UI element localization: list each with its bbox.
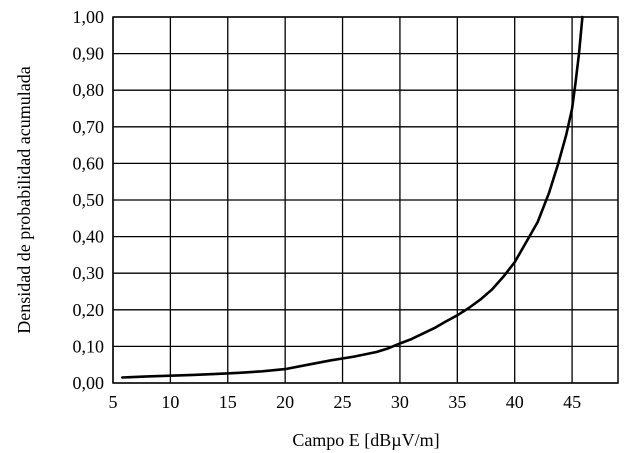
x-tick-label: 30 [391,392,409,412]
y-tick-label: 0,60 [73,153,105,173]
x-tick-label: 20 [276,392,294,412]
y-axis-title: Densidad de probabilidad acumulada [14,66,34,333]
x-tick-label: 45 [563,392,581,412]
series-layer [120,15,584,379]
y-tick-label: 0,80 [73,80,105,100]
x-tick-label: 10 [161,392,179,412]
x-tick-label: 5 [109,392,118,412]
x-tick-label: 25 [334,392,352,412]
y-tick-label: 1,00 [73,7,105,27]
y-tick-label: 0,20 [73,300,105,320]
y-tick-labels: 0,00 0,10 0,20 0,30 0,40 0,50 0,60 0,70 0,80 0,90… [73,7,105,393]
y-tick-label: 0,90 [73,44,105,64]
plot-frame [112,16,619,384]
y-tick-label: 0,70 [73,117,105,137]
series-line [120,15,584,379]
y-tick-label: 0,00 [73,373,105,393]
x-tick-label: 15 [219,392,237,412]
x-tick-labels: 5 10 15 20 25 30 35 40 45 [109,392,582,412]
x-axis-title: Campo E [dBµV/m] [292,430,439,450]
x-tick-label: 40 [506,392,524,412]
x-tick-label: 35 [448,392,466,412]
y-tick-label: 0,50 [73,190,105,210]
y-tick-label: 0,30 [73,263,105,283]
y-tick-label: 0,40 [73,227,105,247]
grid [112,16,618,384]
y-tick-label: 0,10 [73,336,105,356]
